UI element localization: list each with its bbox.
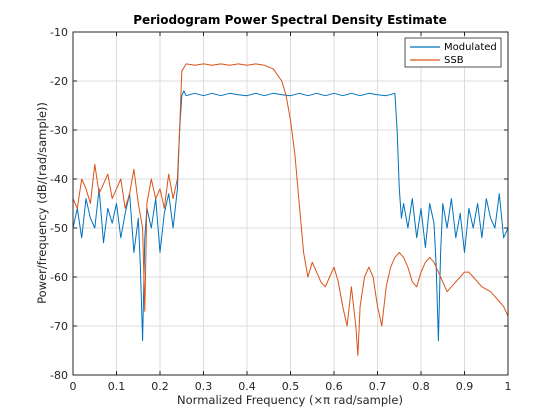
x-tick-label: 0.6 bbox=[325, 380, 343, 393]
y-tick-label: -70 bbox=[50, 320, 68, 333]
x-axis-label: Normalized Frequency (×π rad/sample) bbox=[177, 393, 403, 407]
series-lines bbox=[72, 63, 509, 356]
x-tick-label: 0.3 bbox=[195, 380, 213, 393]
y-tick-label: -20 bbox=[50, 75, 68, 88]
y-tick-label: -10 bbox=[50, 26, 68, 39]
x-tick-label: 0.2 bbox=[151, 380, 169, 393]
x-tick-label: 0.8 bbox=[412, 380, 430, 393]
x-tick-label: 0.1 bbox=[108, 380, 126, 393]
legend-label-modulated: Modulated bbox=[444, 42, 497, 53]
axis-ticks: 0 0.1 0.2 0.3 0.4 0.5 0.6 0.7 0.8 0.9 1 -10 -20 -30 -4… bbox=[50, 26, 511, 393]
x-tick-label: 0.9 bbox=[456, 380, 474, 393]
x-tick-label: 0.5 bbox=[282, 380, 300, 393]
y-axis-label: Power/frequency (dB/(rad/sample)) bbox=[35, 102, 49, 304]
x-tick-label: 0.4 bbox=[238, 380, 256, 393]
y-tick-label: -80 bbox=[50, 369, 68, 382]
y-tick-label: -30 bbox=[50, 124, 68, 137]
y-tick-label: -50 bbox=[50, 222, 68, 235]
legend-box bbox=[404, 37, 502, 68]
chart-title: Periodogram Power Spectral Density Estim… bbox=[133, 13, 447, 27]
legend: Modulated SSB bbox=[404, 37, 502, 68]
series-line-modulated bbox=[72, 90, 509, 342]
y-tick-label: -40 bbox=[50, 173, 68, 186]
x-tick-label: 0.7 bbox=[369, 380, 387, 393]
y-tick-label: -60 bbox=[50, 271, 68, 284]
legend-label-ssb: SSB bbox=[444, 55, 464, 66]
x-tick-label: 0 bbox=[70, 380, 77, 393]
x-tick-label: 1 bbox=[505, 380, 512, 393]
series-line-ssb bbox=[72, 63, 509, 356]
